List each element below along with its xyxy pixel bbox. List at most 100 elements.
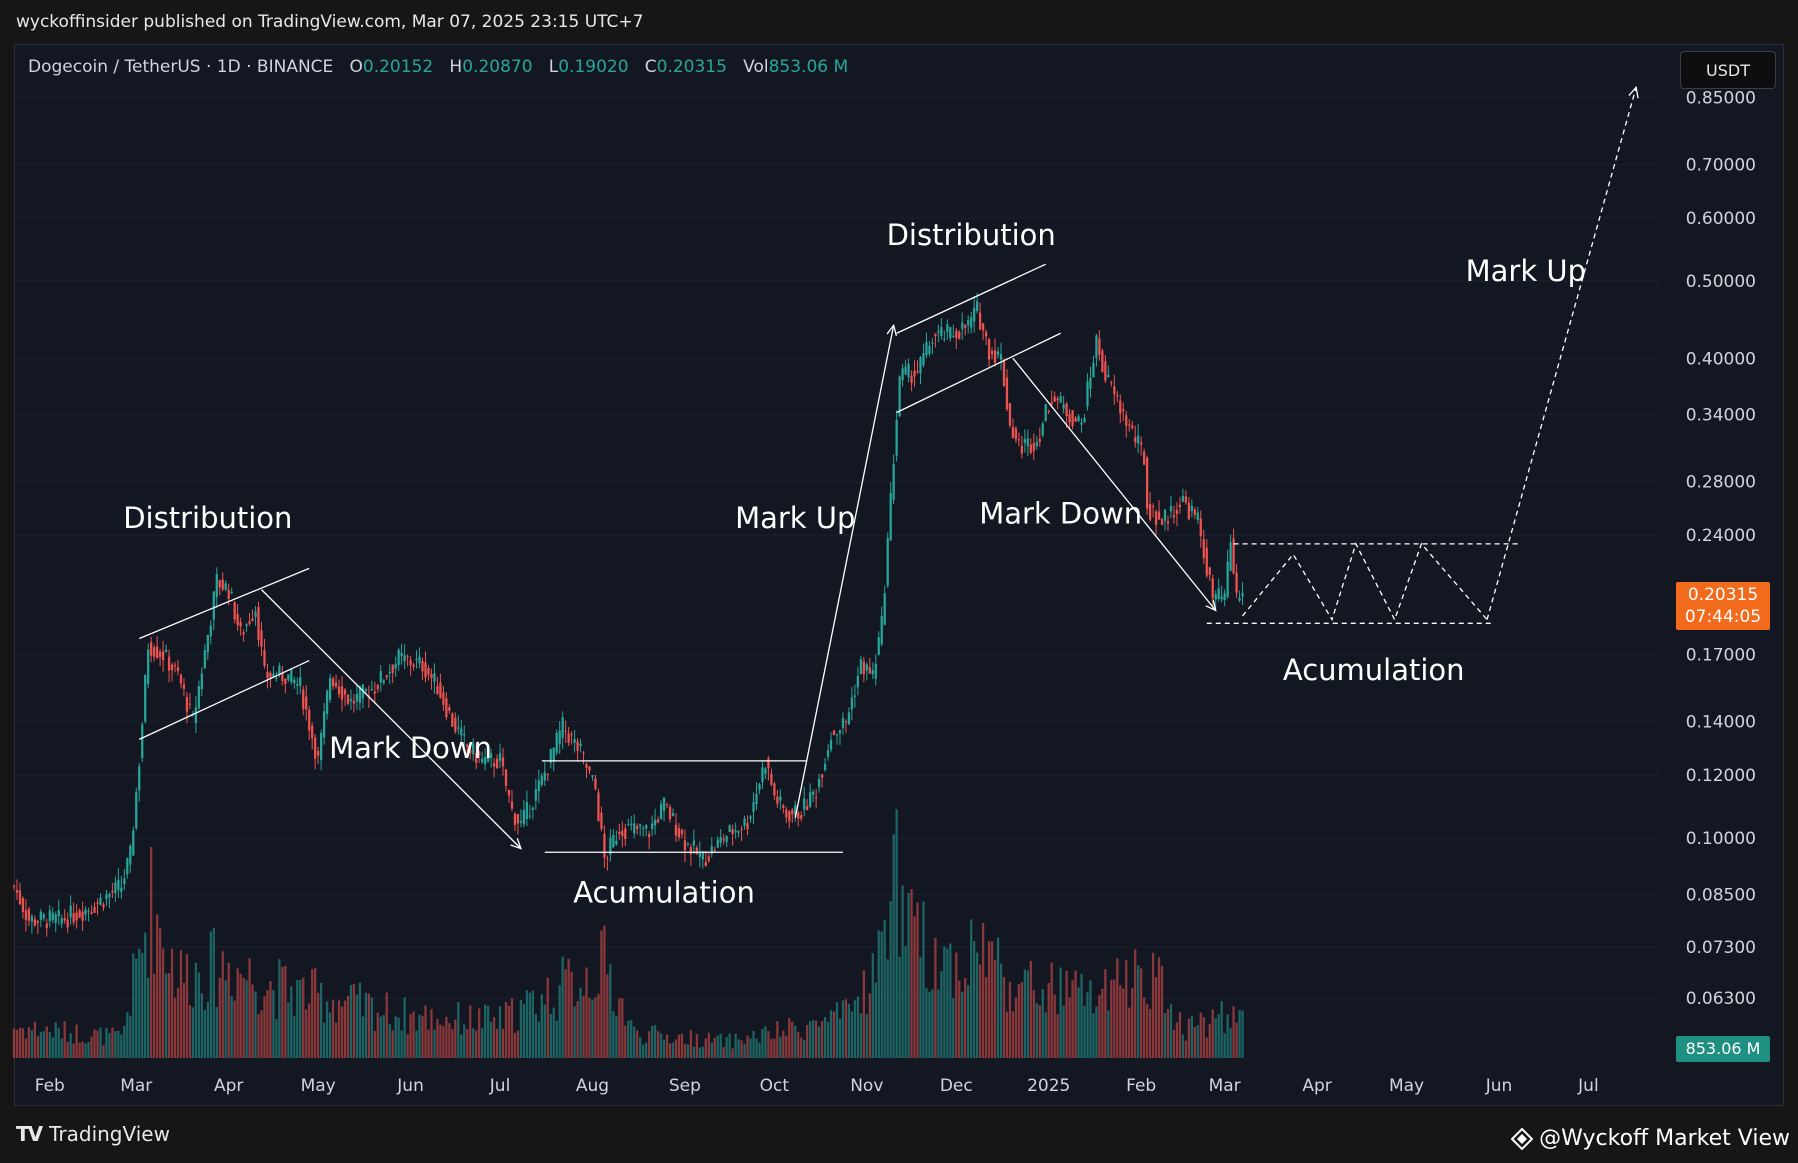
symbol-name[interactable]: Dogecoin / TetherUS · 1D · BINANCE [28,57,334,77]
volume-bar [650,1025,654,1058]
projected-markup-arrow-head [1628,85,1639,99]
candle-body [594,778,597,790]
volume-bar [45,1026,48,1058]
candle-body [850,697,854,710]
candle-body [668,806,672,820]
candle-body [302,689,305,710]
markdown-arrow-head [510,838,522,850]
candle-body [397,649,400,665]
volume-bar [463,1024,466,1058]
currency-button[interactable]: USDT [1680,51,1776,89]
candle-body [868,667,871,674]
volume-bar [987,941,991,1058]
volume-bar [1122,988,1125,1058]
candle-body [504,769,508,786]
candle-body [946,324,949,333]
candle-body [400,653,403,657]
candle-body [886,537,889,586]
candle-body [1032,442,1035,452]
candle-body [138,766,141,791]
candle-body [797,812,800,819]
volume-bar [486,1005,490,1058]
candle-body [642,827,645,829]
candle-body [1044,404,1047,422]
candle-body [233,602,236,620]
high-label: H [449,57,463,77]
annotation-mark-down: Mark Down [329,731,492,765]
volume-bar [1107,1010,1110,1058]
candle-body [182,684,186,689]
candle-body [889,492,892,541]
tradingview-brand[interactable]: TV TradingView [16,1122,170,1146]
candle-body [615,840,618,845]
chart-panel[interactable] [14,44,1784,1106]
candle-body [680,829,684,835]
candle-body [296,684,299,687]
volume-bar [427,1029,430,1058]
candle-body [185,697,189,712]
volume-bar [1092,1013,1095,1058]
candle-body [1029,444,1032,453]
volume-bar [823,1017,827,1058]
candle-body [1083,417,1086,423]
candle-body [973,307,976,322]
candle-body [1068,413,1071,423]
candle-body [1131,425,1134,429]
time-tick-label: Feb [35,1076,65,1096]
volume-bar [504,1002,508,1058]
volume-bar [794,1025,797,1058]
candle-body [150,642,153,656]
candle-body [1017,439,1021,441]
candle-body [1154,511,1158,525]
candle-body [117,879,120,890]
volume-bar [561,956,564,1058]
volume-bar [147,977,150,1058]
candle-body [1095,335,1098,358]
volume-bar [233,1000,236,1058]
candle-body [871,670,874,675]
candle-body [1148,503,1152,520]
time-tick-label: May [301,1076,336,1096]
candle-body [582,752,585,754]
candle-body [507,789,511,796]
candle-body [516,814,520,824]
time-tick-label: Jun [1485,1076,1513,1096]
candle-body [358,686,362,703]
volume-bar [331,1000,335,1058]
volume-bar [513,1032,517,1058]
volume-bar [290,986,293,1058]
volume-bar [367,993,370,1058]
candle-body [725,835,728,842]
volume-bar [123,1025,126,1058]
candle-body [460,728,463,736]
watermark-text: @Wyckoff Market View [1539,1126,1790,1151]
volume-bar [69,1033,72,1058]
candle-body [1140,442,1143,445]
candle-body [236,613,239,626]
candle-body [606,858,609,860]
symbol-legend[interactable]: Dogecoin / TetherUS · 1D · BINANCE O0.20… [28,57,848,77]
drawing-layer [138,85,1639,853]
candle-body [847,712,851,725]
candle-body [251,618,254,621]
volume-bar [820,1021,824,1058]
candle-body [1062,404,1065,409]
candle-body [552,747,555,762]
volume-bar [591,999,594,1058]
candle-body [859,659,862,675]
candle-body [248,621,251,624]
candle-body [624,828,627,840]
volume-bar [615,1015,618,1058]
candle-body [1023,439,1026,443]
volume-bar [507,1005,511,1058]
candle-body [758,783,761,791]
candle-body [513,813,517,825]
volume-bar [191,1007,195,1058]
candle-body [123,878,126,885]
volume-bar [478,1008,481,1058]
candle-body [424,662,427,678]
candle-body [33,919,37,926]
candle-body [197,685,201,709]
candle-body [498,753,502,762]
